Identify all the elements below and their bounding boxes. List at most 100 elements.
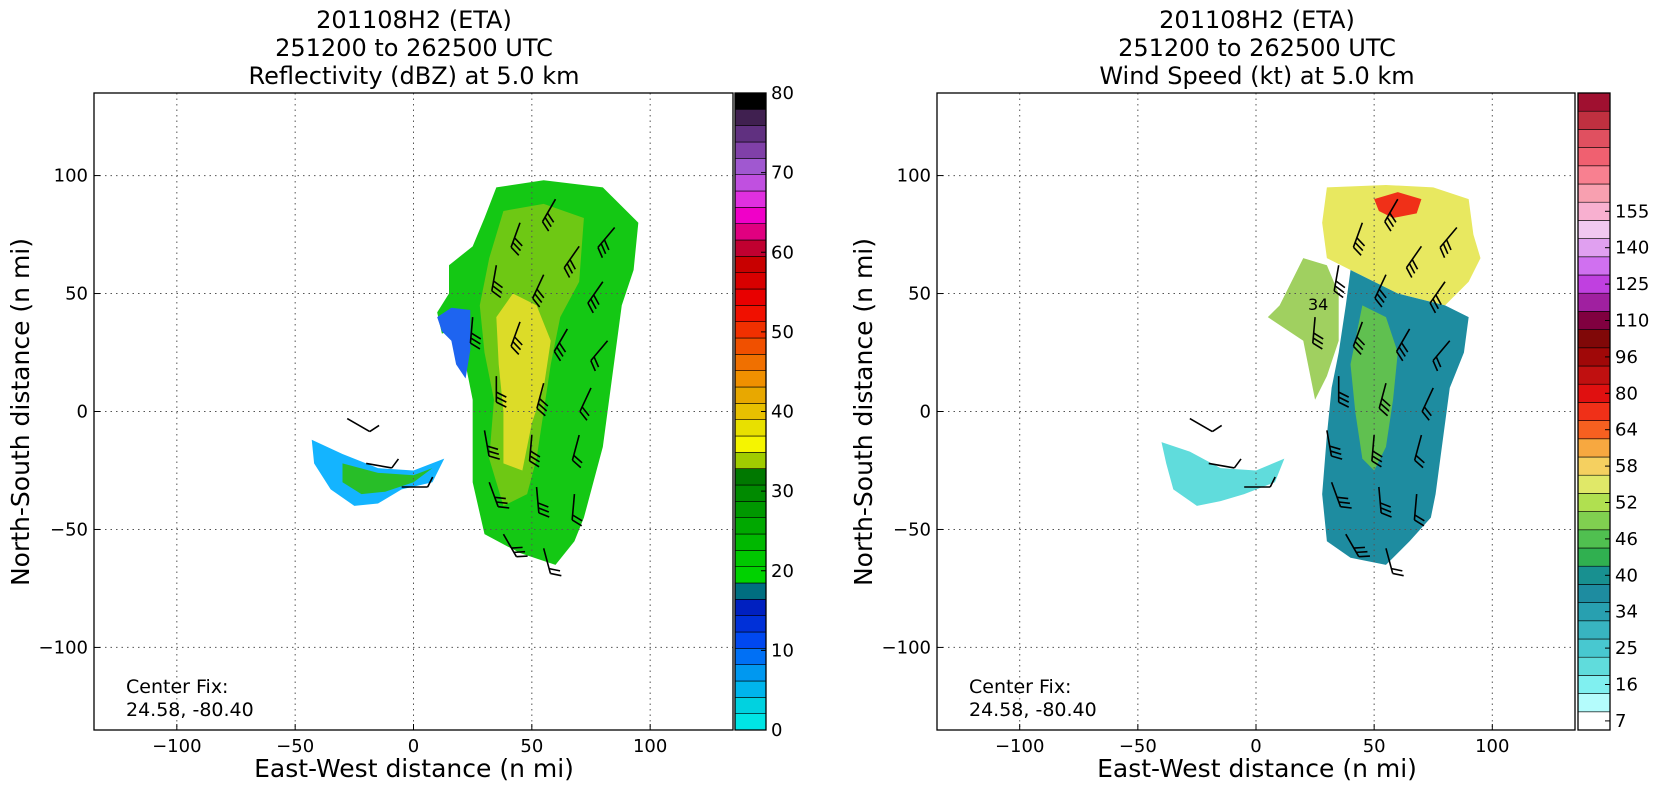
colorbar-bin: [1577, 110, 1611, 130]
wind-barb: [1352, 222, 1366, 256]
y-tick-label: −50: [50, 519, 88, 540]
wind-barb: [483, 430, 500, 460]
colorbar-bin: [734, 566, 767, 584]
colorbar-bin: [734, 680, 767, 698]
colorbar-bin: [734, 305, 767, 322]
x-tick-label: 0: [1250, 736, 1261, 757]
y-tick-label: 0: [77, 402, 88, 423]
wind-barb: [510, 321, 523, 355]
center-fix-value: 24.58, -80.40: [126, 699, 254, 721]
colorbar-bin: [734, 174, 767, 192]
wind-barb: [553, 328, 569, 362]
colorbar-bin: [1577, 183, 1611, 203]
reflectivity-colorbar: 0 10 20 30 40 50 60 70 80: [734, 83, 794, 741]
colorbar-tick-label: 40: [771, 402, 794, 423]
y-tick-label: 0: [920, 402, 931, 423]
wind-barb: [1208, 458, 1242, 469]
wind-barb: [1312, 317, 1324, 350]
wind-barb: [579, 387, 592, 421]
colorbar-tick-label: 80: [771, 83, 794, 104]
colorbar-tick-label: 50: [771, 322, 794, 343]
colorbar-bin: [734, 582, 767, 600]
center-fix-label: Center Fix:: [126, 676, 228, 698]
wind-barb: [531, 274, 545, 308]
colorbar-bin: [734, 452, 767, 469]
title-line-2: 251200 to 262500 UTC: [275, 34, 553, 62]
x-tick-label: −100: [152, 736, 201, 757]
wind-barb: [366, 458, 400, 469]
colorbar-bin: [1577, 147, 1611, 167]
wind-barb: [541, 198, 557, 232]
colorbar-bin: [734, 207, 767, 224]
colorbar-bin: [734, 272, 767, 290]
x-tick-label: 50: [520, 736, 543, 757]
colorbar-bin: [1577, 620, 1611, 640]
colorbar-tick-label: 7: [1615, 711, 1626, 732]
colorbar-tick-label: 96: [1615, 347, 1638, 368]
colorbar-tick-label: 64: [1615, 420, 1638, 441]
x-axis-label: East-West distance (n mi): [1097, 754, 1417, 783]
colorbar-tick-label: 0: [771, 720, 782, 741]
title-line-3: Wind Speed (kt) at 5.0 km: [1099, 62, 1414, 90]
wind-barb: [1413, 494, 1425, 527]
colorbar-bin: [734, 631, 767, 649]
title-line-3: Reflectivity (dBZ) at 5.0 km: [249, 62, 580, 90]
field-inner-green: [1350, 305, 1398, 471]
colorbar-bin: [1577, 438, 1611, 458]
center-fix-value: 24.58, -80.40: [969, 699, 1097, 721]
colorbar-bin: [734, 419, 767, 437]
contour-label: 34: [1308, 295, 1328, 314]
field-southwest-fragment: [1161, 442, 1285, 506]
wind-barb: [469, 317, 482, 350]
colorbar-tick-label: 58: [1615, 456, 1638, 477]
wind-barb: [1405, 245, 1423, 278]
colorbar-bin: [734, 92, 767, 110]
wind-barb: [1337, 376, 1350, 408]
wind-barb: [1374, 274, 1387, 308]
wind-barb: [346, 417, 380, 433]
wind-barb: [1395, 328, 1411, 362]
colorbar-bin: [734, 386, 767, 404]
colorbar-tick-label: 34: [1615, 602, 1638, 623]
colorbar-tick-label: 110: [1615, 311, 1649, 332]
colorbar-bin: [1577, 256, 1611, 276]
wind-barb: [1345, 533, 1371, 558]
wind-barb: [1189, 417, 1223, 433]
colorbar-tick-label: 30: [771, 481, 794, 502]
colorbar-tick-label: 20: [771, 561, 794, 582]
wind-barb: [1326, 430, 1343, 460]
colorbar-bin: [734, 550, 767, 567]
wind-speed-panel: 201108H2 (ETA) 251200 to 262500 UTC Wind…: [849, 6, 1649, 783]
wind-barb: [590, 340, 609, 372]
colorbar-bin: [734, 713, 767, 731]
y-tick-label: 100: [897, 166, 931, 187]
colorbar-bin: [1577, 584, 1611, 603]
x-tick-label: −50: [1119, 736, 1157, 757]
colorbar-bin: [734, 321, 767, 339]
wind-barb: [495, 376, 507, 408]
colorbar-tick-label: 70: [771, 163, 794, 184]
center-fix-label: Center Fix:: [969, 676, 1071, 698]
wind-barb: [1371, 435, 1383, 468]
colorbar-tick-label: 140: [1615, 238, 1649, 259]
field-teal-body: [1322, 269, 1469, 565]
wind-barb: [1432, 340, 1451, 372]
wind-barb: [1385, 548, 1404, 577]
colorbar-tick-label: 52: [1615, 493, 1638, 514]
colorbar-bin: [1577, 292, 1611, 312]
field-red-core: [1374, 192, 1422, 219]
colorbar-bin: [1577, 474, 1611, 494]
wind-barb: [571, 434, 583, 469]
colorbar-tick-label: 40: [1615, 565, 1638, 586]
field-north-high-wind: [1322, 185, 1481, 306]
colorbar-tick-label: 80: [1615, 383, 1638, 404]
colorbar-bin: [734, 484, 767, 502]
x-tick-label: 0: [408, 736, 419, 757]
wind-speed-plot-area: 34: [937, 93, 1575, 730]
colorbar-bin: [734, 533, 767, 551]
wind-barb: [1330, 482, 1352, 509]
colorbar-tick-label: 155: [1615, 201, 1649, 222]
colorbar-bin: [1577, 220, 1611, 239]
x-tick-label: 100: [633, 736, 667, 757]
